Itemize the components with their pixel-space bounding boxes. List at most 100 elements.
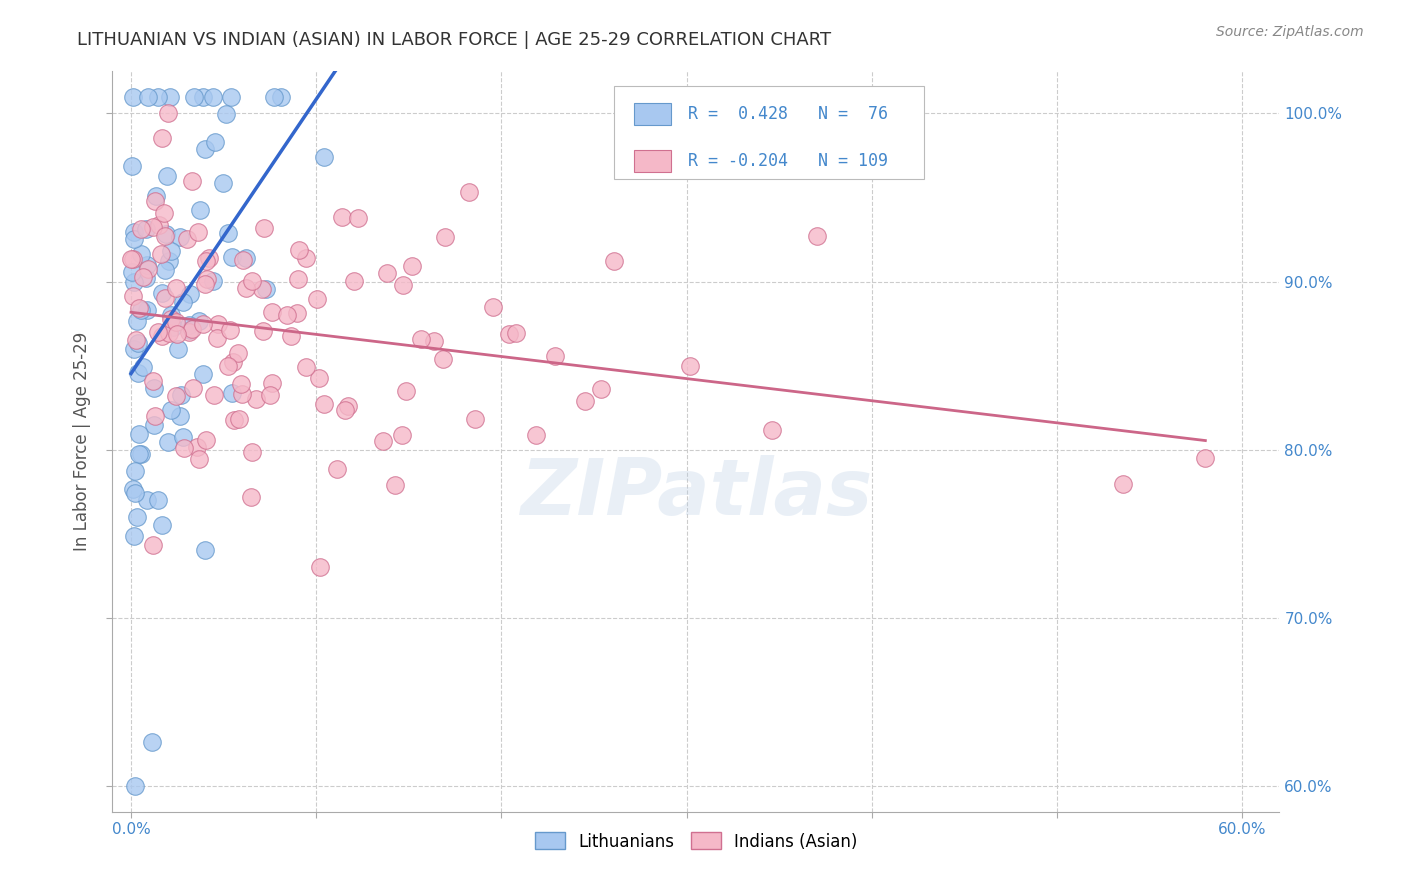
Point [157,106,180,120]
Point [179,324,201,338]
Point [152,517,174,532]
Point [498,327,520,342]
Bar [634,150,672,172]
Point [143,417,166,432]
Point [159,89,181,103]
Point [326,461,349,475]
Point [194,142,217,156]
Point [122,89,145,103]
Point [270,89,292,103]
Point [391,427,413,442]
Text: Source: ZipAtlas.com: Source: ZipAtlas.com [1216,25,1364,39]
Point [160,403,183,417]
Point [229,376,252,391]
Point [411,332,433,346]
Point [124,780,146,794]
Point [505,326,527,340]
Point [202,274,225,288]
Point [173,441,195,455]
Point [1194,451,1216,466]
Point [148,89,170,103]
Point [172,294,194,309]
Point [146,326,169,340]
Point [136,303,159,318]
Bar [634,103,672,125]
Point [591,382,613,396]
Point [195,254,218,268]
Point [312,397,335,411]
Point [153,206,176,220]
Point [305,292,328,306]
Point [141,735,163,749]
Point [155,227,177,241]
Point [295,251,318,265]
Point [235,251,257,265]
Point [308,371,330,385]
Point [195,272,218,286]
Point [263,89,285,103]
Text: ZIPatlas: ZIPatlas [520,455,872,532]
Point [204,135,226,149]
Point [127,335,149,350]
Point [169,409,191,424]
Point [179,318,201,332]
Point [125,314,148,328]
Point [401,259,423,273]
Point [160,244,183,258]
Point [142,219,165,234]
Point [128,301,150,315]
Point [136,258,159,272]
Point [193,543,215,558]
Point [384,478,406,492]
Point [122,289,145,303]
Point [482,300,505,314]
Point [125,334,148,348]
Point [346,211,368,226]
Point [603,253,626,268]
Point [122,342,145,356]
Point [432,351,454,366]
Point [1112,476,1135,491]
Point [153,291,176,305]
Point [193,317,215,331]
Point [127,366,149,380]
Point [135,271,157,285]
Point [160,311,183,326]
Point [179,287,201,301]
Point [150,286,173,301]
Point [170,388,193,402]
Point [252,324,274,338]
Point [221,250,243,264]
Point [198,251,221,265]
Point [188,452,211,467]
FancyBboxPatch shape [614,87,924,178]
Point [156,169,179,183]
Point [172,430,194,444]
Point [179,325,201,339]
Point [157,435,180,450]
Point [186,440,208,454]
Point [166,326,188,341]
Point [250,282,273,296]
Point [142,381,165,395]
Point [287,244,309,258]
Point [231,387,253,401]
Point [121,159,143,173]
Point [260,305,283,319]
Point [276,309,298,323]
Point [143,409,166,423]
Point [242,444,264,458]
Point [159,326,181,341]
Point [287,272,309,286]
Point [395,384,418,399]
Point [180,174,202,188]
Point [187,225,209,239]
Point [180,322,202,336]
Point [212,176,235,190]
Point [169,230,191,244]
Point [262,376,284,390]
Point [143,194,166,209]
Point [391,277,413,292]
Point [124,486,146,500]
Point [136,493,159,508]
